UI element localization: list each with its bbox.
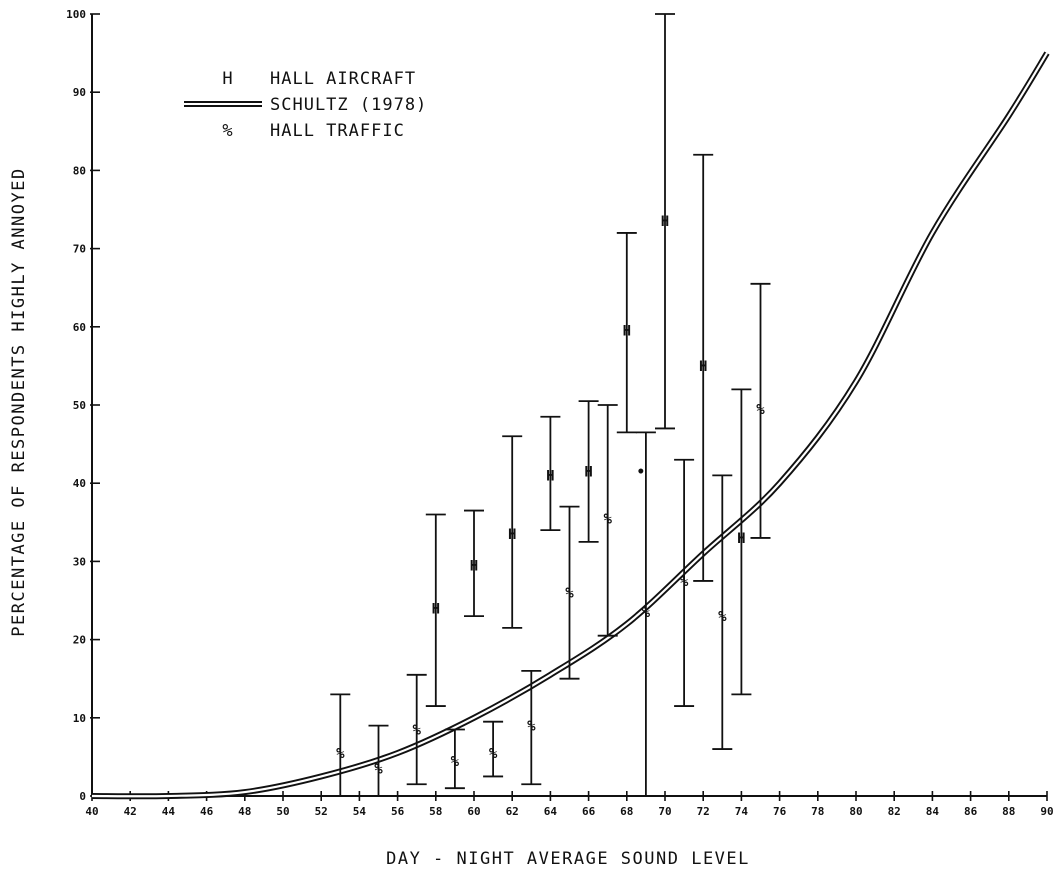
- y-tick-label: 20: [73, 634, 86, 647]
- x-tick-label: 90: [1040, 805, 1053, 818]
- x-tick-label: 60: [467, 805, 480, 818]
- y-tick-label: 60: [73, 321, 86, 334]
- x-tick-label: 56: [391, 805, 405, 818]
- x-tick-label: 72: [697, 805, 710, 818]
- data-point: %: [718, 609, 727, 625]
- x-tick-label: 52: [315, 805, 328, 818]
- data-point: H: [546, 468, 554, 484]
- annotation-dot: •: [637, 464, 645, 480]
- data-point: H: [470, 558, 478, 574]
- y-tick-label: 50: [73, 399, 86, 412]
- x-tick-label: 68: [620, 805, 633, 818]
- legend-marker: %: [222, 121, 233, 141]
- y-axis-title: PERCENTAGE OF RESPONDENTS HIGHLY ANNOYED: [9, 167, 29, 636]
- x-tick-label: 88: [1002, 805, 1015, 818]
- x-tick-label: 62: [506, 805, 519, 818]
- data-point: %: [451, 754, 460, 770]
- data-point: %: [489, 746, 498, 762]
- legend-label: HALL AIRCRAFT: [270, 69, 416, 89]
- data-point: %: [756, 402, 765, 418]
- data-point: %: [642, 605, 651, 621]
- x-tick-label: 58: [429, 805, 442, 818]
- x-tick-label: 80: [849, 805, 862, 818]
- x-tick-label: 44: [162, 805, 176, 818]
- y-tick-label: 100: [66, 8, 86, 21]
- x-tick-label: 78: [811, 805, 824, 818]
- data-point: H: [661, 214, 669, 230]
- ticks: 40 42 44 46 48 50 52 54 56 58 60 62 64 66 68 70 72 74 76 78…: [66, 8, 1054, 818]
- data-point: H: [432, 601, 440, 617]
- markers: H H H H H H H H H%%%% %%%%%%%% •: [336, 214, 765, 777]
- data-point: H: [584, 464, 592, 480]
- x-tick-label: 40: [85, 805, 98, 818]
- data-point: %: [336, 746, 345, 762]
- data-point: H: [737, 531, 745, 547]
- x-tick-label: 50: [276, 805, 289, 818]
- x-tick-label: 70: [658, 805, 671, 818]
- data-point: %: [603, 511, 612, 527]
- x-tick-label: 48: [238, 805, 251, 818]
- x-tick-label: 74: [735, 805, 749, 818]
- data-point: %: [374, 762, 383, 778]
- y-tick-label: 10: [73, 712, 86, 725]
- data-point: %: [412, 723, 421, 739]
- x-tick-label: 66: [582, 805, 596, 818]
- legend: H HALL AIRCRAFT SCHULTZ (1978)% HALL TRAFFI…: [184, 69, 427, 141]
- y-tick-label: 30: [73, 555, 86, 568]
- x-tick-label: 64: [544, 805, 558, 818]
- x-tick-label: 46: [200, 805, 214, 818]
- data-point: H: [699, 359, 707, 375]
- y-tick-label: 90: [73, 86, 86, 99]
- x-tick-label: 76: [773, 805, 787, 818]
- data-point: H: [508, 527, 516, 543]
- schultz-curve-inner: [91, 52, 1048, 798]
- data-point: %: [565, 586, 574, 602]
- legend-label: HALL TRAFFIC: [270, 121, 405, 141]
- data-point: %: [527, 719, 536, 735]
- x-tick-label: 82: [888, 805, 901, 818]
- data-point: %: [680, 574, 689, 590]
- data-point: H: [623, 324, 631, 340]
- x-tick-label: 42: [124, 805, 137, 818]
- x-tick-label: 84: [926, 805, 940, 818]
- x-axis-title: DAY - NIGHT AVERAGE SOUND LEVEL: [386, 849, 750, 869]
- schultz-curve: [91, 51, 1050, 800]
- schultz-curve-outer: [91, 51, 1050, 800]
- y-tick-label: 80: [73, 164, 86, 177]
- error-bars: [330, 13, 771, 797]
- legend-marker: H: [222, 69, 233, 89]
- legend-label: SCHULTZ (1978): [270, 95, 427, 115]
- y-tick-label: 70: [73, 243, 86, 256]
- x-tick-label: 86: [964, 805, 978, 818]
- y-tick-label: 40: [73, 477, 86, 490]
- y-tick-label: 0: [79, 790, 86, 803]
- x-tick-label: 54: [353, 805, 367, 818]
